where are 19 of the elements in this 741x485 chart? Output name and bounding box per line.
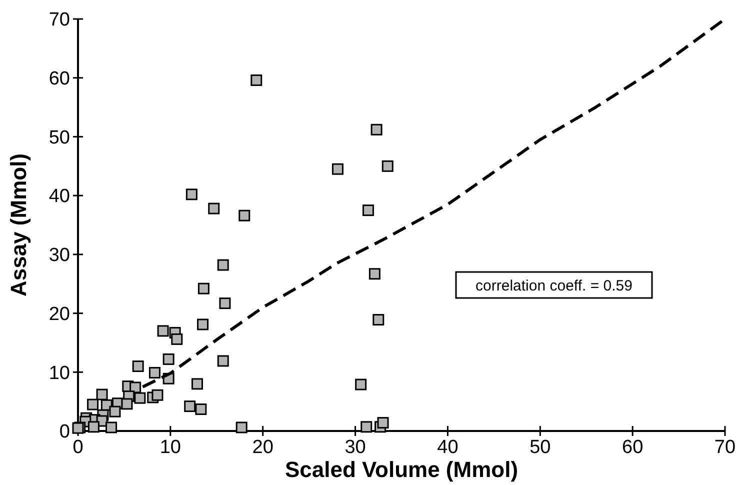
x-tick-label: 50: [530, 437, 551, 458]
y-tick-label: 20: [48, 304, 70, 325]
y-tick-label: 10: [48, 362, 70, 384]
y-tick-label: 30: [48, 245, 70, 266]
y-tick-label: 0: [59, 422, 70, 443]
y-tick-label: 50: [48, 127, 70, 148]
x-tick-label: 60: [622, 437, 644, 458]
x-tick-label: 70: [714, 437, 736, 458]
x-tick-label: 20: [252, 437, 274, 458]
x-tick-label: 40: [437, 437, 458, 458]
x-tick-label: 30: [344, 437, 366, 458]
x-axis-title: Scaled Volume (Mmol): [284, 457, 518, 482]
y-tick-label: 70: [48, 10, 70, 31]
annotation: correlation coeff. = 0.59: [476, 277, 632, 294]
y-tick-label: 60: [48, 68, 70, 90]
y-tick-label: 40: [48, 186, 70, 208]
y-axis-title: Assay (Mmol): [6, 153, 31, 297]
x-tick-label: 10: [160, 437, 181, 458]
x-tick-label: 0: [72, 437, 84, 458]
